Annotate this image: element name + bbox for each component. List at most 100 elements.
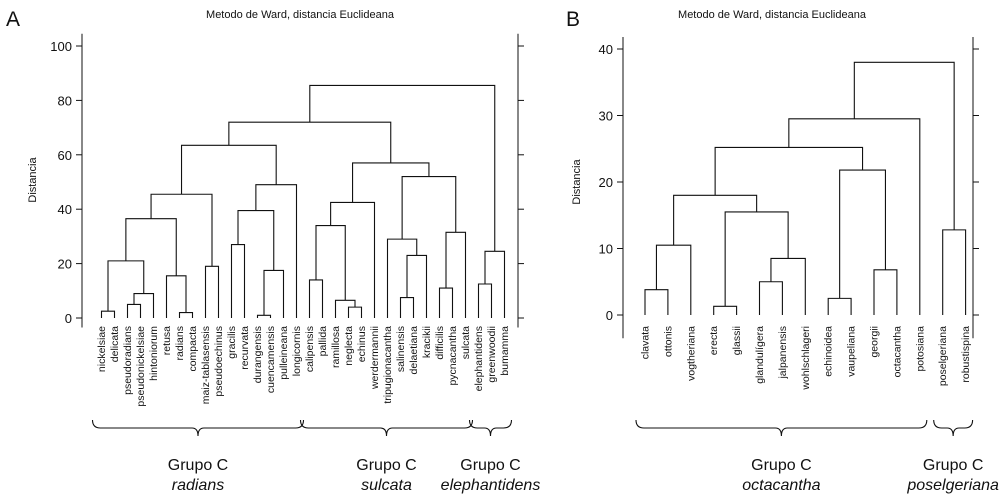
dendrogram-link <box>788 118 921 315</box>
dendrogram-link <box>853 61 955 230</box>
leaf-label: radians <box>174 326 186 360</box>
leaf-label: elephantidens <box>473 326 485 391</box>
group-sublabel: elephantidens <box>441 477 541 494</box>
dendrogram-link <box>315 224 346 301</box>
dendrogram-link <box>477 283 493 318</box>
y-tick-label: 80 <box>58 93 72 108</box>
group-label: Grupo C <box>168 457 228 474</box>
leaf-label: vogtheriana <box>685 326 697 381</box>
y-tick-label: 100 <box>50 39 72 54</box>
leaf-label: robustispina <box>960 326 972 383</box>
leaf-label: longicornis <box>291 326 303 376</box>
leaf-label: hintoniorum <box>148 326 160 381</box>
group-bracket <box>91 419 305 437</box>
dendrogram-link <box>655 244 692 315</box>
leaf-label: kracikii <box>421 326 433 358</box>
dendrogram-link <box>178 312 194 318</box>
leaf-label: echinoidea <box>823 326 835 377</box>
y-tick-label: 60 <box>58 148 72 163</box>
leaf-label: pallida <box>317 326 329 357</box>
dendrogram-link <box>770 257 806 315</box>
leaf-label: potosiana <box>914 326 926 372</box>
leaf-label: delicata <box>109 326 121 362</box>
leaf-label: vaupeliana <box>846 326 858 377</box>
leaf-label: nickelsiae <box>96 326 108 372</box>
leaf-label: ottonis <box>662 326 674 357</box>
y-tick-label: 0 <box>65 311 72 326</box>
panel-letter: B <box>566 8 580 31</box>
dendrogram-link <box>107 260 145 312</box>
group-sublabel: octacantha <box>742 477 820 494</box>
dendrogram-link <box>256 314 272 318</box>
leaf-label: retusa <box>161 326 173 355</box>
leaf-label: compacta <box>187 326 199 372</box>
leaf-label: glassii <box>731 326 743 355</box>
dendrogram-link <box>873 269 898 315</box>
leaf-label: neglecta <box>343 326 355 366</box>
dendrogram-link <box>386 238 418 318</box>
dendrogram-link <box>100 310 116 318</box>
dendrogram-link <box>758 281 783 315</box>
leaf-label: pseudonickelsiae <box>135 326 147 407</box>
leaf-label: glandulígera <box>754 326 766 384</box>
dendrogram-link <box>334 299 356 318</box>
y-tick-label: 10 <box>599 242 613 257</box>
dendrogram-link <box>713 305 738 315</box>
dendrogram-panel-b: B Metodo de Ward, distancia Euclideana D… <box>566 8 999 494</box>
dendrogram-link <box>352 162 430 203</box>
leaf-label: poselgeriana <box>937 326 949 386</box>
dendrogram-link <box>126 303 142 318</box>
y-axis-label: Distancia <box>571 159 583 205</box>
dendrogram-link <box>347 306 363 318</box>
y-tick-label: 40 <box>58 202 72 217</box>
dendrogram-link <box>150 193 213 267</box>
y-tick-label: 0 <box>606 308 613 323</box>
dendrogram-link <box>263 269 285 318</box>
y-axis-label: Distancia <box>27 157 39 203</box>
leaf-label: gracilis <box>226 326 238 359</box>
chart-title: Metodo de Ward, distancia Euclideana <box>206 9 395 21</box>
dendrogram-link <box>839 169 886 299</box>
leaf-label: octacantha <box>891 326 903 378</box>
leaf-label: calipensis <box>304 326 316 372</box>
leaf-label: pycnacantha <box>447 326 459 386</box>
dendrogram-link <box>204 265 220 318</box>
leaf-label: bumamma <box>499 326 511 376</box>
group-sublabel: radians <box>172 477 224 494</box>
leaf-label: pseudoradians <box>122 326 134 395</box>
group-bracket <box>299 419 474 437</box>
group-sublabel: sulcata <box>361 477 412 494</box>
leaf-label: pseudoechinus <box>213 326 225 397</box>
dendrogram-link <box>644 289 669 315</box>
group-label: Grupo C <box>751 457 811 474</box>
leaf-label: werdermannii <box>369 326 381 390</box>
dendrogram-link <box>237 210 275 271</box>
group-label: Grupo C <box>356 457 416 474</box>
dendrogram-link <box>180 144 277 195</box>
leaf-label: maiz-tablasensis <box>200 326 212 404</box>
leaf-label: cuencamensis <box>265 326 277 393</box>
group-sublabel: poselgeriana <box>906 477 999 494</box>
leaf-label: georgii <box>869 326 881 358</box>
leaf-label: jalpanensis <box>777 326 789 380</box>
y-tick-label: 40 <box>599 42 613 57</box>
group-label: Grupo C <box>923 457 983 474</box>
dendrogram-link <box>942 229 967 315</box>
leaf-label: greenwoodii <box>486 326 498 383</box>
dendrogram-link <box>308 279 324 318</box>
dendrogram-link <box>401 176 457 240</box>
leaf-label: wohlschlageri <box>800 326 812 391</box>
dendrogram-link <box>309 84 496 252</box>
dendrogram-link <box>406 254 428 318</box>
dendrogram-link <box>827 297 852 315</box>
leaf-label: clavata <box>640 326 652 359</box>
group-label: Grupo C <box>460 457 520 474</box>
leaf-label: salinensis <box>395 326 407 372</box>
leaf-label: sulcata <box>460 326 472 359</box>
leaf-label: pulleineana <box>278 326 290 380</box>
leaf-label: recurvata <box>239 326 251 370</box>
group-bracket <box>468 419 513 437</box>
dendrogram-link <box>230 244 246 318</box>
dendrogram-link <box>133 292 155 318</box>
leaf-label: difficilis <box>434 326 446 360</box>
